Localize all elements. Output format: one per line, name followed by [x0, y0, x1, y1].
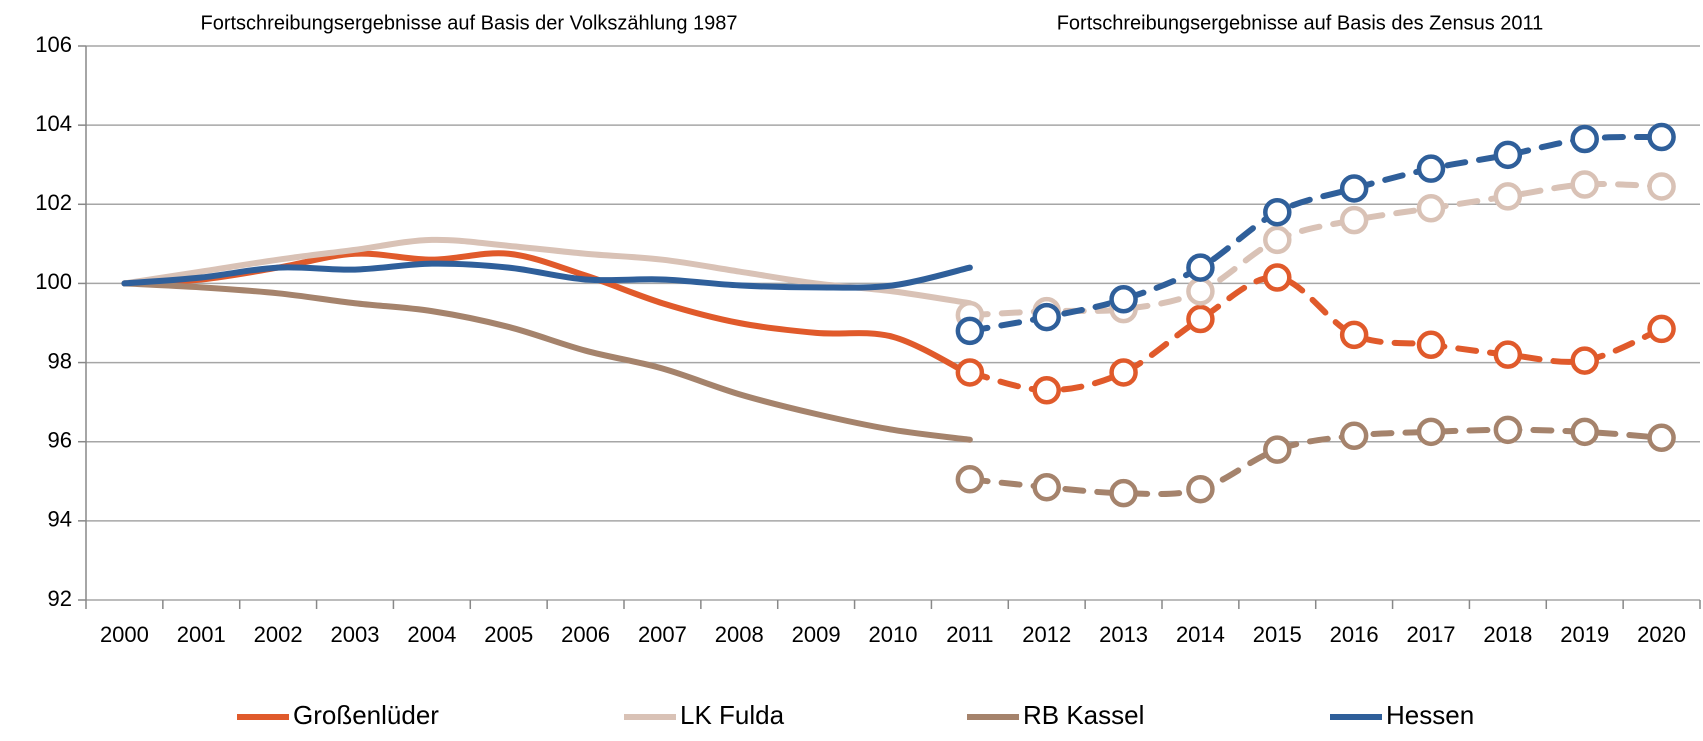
x-tick-label: 2000 — [100, 622, 149, 647]
marker — [1416, 330, 1446, 360]
marker — [1493, 182, 1523, 211]
marker — [1339, 205, 1369, 235]
x-tick-label: 2016 — [1330, 622, 1379, 647]
marker — [1032, 472, 1061, 502]
x-tick-label: 2020 — [1637, 622, 1686, 647]
marker — [1186, 304, 1215, 334]
series-line — [966, 133, 1665, 334]
marker — [1263, 263, 1292, 292]
series-line — [966, 181, 1665, 319]
marker — [1186, 277, 1215, 306]
marker — [1570, 170, 1599, 199]
marker — [1647, 122, 1676, 152]
y-tick-label: 96 — [48, 428, 72, 453]
legend-label: Großenlüder — [293, 700, 439, 730]
marker — [1570, 417, 1599, 447]
marker — [1109, 285, 1138, 314]
series-line — [966, 426, 1665, 498]
legend-label: RB Kassel — [1023, 700, 1144, 730]
marker — [1416, 154, 1446, 183]
x-tick-label: 2009 — [792, 622, 841, 647]
x-tick-label: 2017 — [1407, 622, 1456, 647]
legend-label: Hessen — [1386, 700, 1474, 730]
marker — [1416, 417, 1446, 447]
y-tick-label: 104 — [35, 111, 72, 136]
marker — [1186, 253, 1215, 282]
x-tick-label: 2003 — [331, 622, 380, 647]
x-tick-label: 2011 — [946, 622, 993, 647]
x-tick-label: 2018 — [1483, 622, 1532, 647]
marker — [1493, 415, 1523, 445]
marker — [1493, 340, 1523, 369]
marker — [1032, 376, 1061, 405]
series-line — [121, 260, 973, 291]
x-tick-label: 2015 — [1253, 622, 1302, 647]
marker — [1032, 302, 1061, 332]
marker — [1263, 197, 1292, 227]
annotation: Fortschreibungsergebnisse auf Basis des … — [1057, 12, 1544, 34]
marker — [1186, 474, 1215, 504]
x-tick-label: 2006 — [561, 622, 610, 647]
x-tick-label: 2001 — [177, 622, 226, 647]
marker — [1416, 193, 1446, 223]
y-tick-label: 100 — [35, 269, 72, 294]
marker — [1570, 346, 1599, 375]
marker — [1647, 423, 1676, 453]
x-tick-label: 2012 — [1022, 622, 1071, 647]
y-tick-label: 94 — [48, 507, 72, 532]
marker — [1570, 124, 1599, 154]
annotation: Fortschreibungsergebnisse auf Basis der … — [201, 12, 738, 34]
y-tick-label: 106 — [35, 32, 72, 57]
x-tick-label: 2014 — [1176, 622, 1225, 647]
x-tick-label: 2008 — [715, 622, 764, 647]
x-tick-label: 2013 — [1099, 622, 1148, 647]
x-tick-label: 2019 — [1560, 622, 1609, 647]
x-tick-label: 2005 — [484, 622, 533, 647]
marker — [1339, 421, 1369, 451]
marker — [1109, 358, 1138, 387]
x-tick-label: 2007 — [638, 622, 687, 647]
y-tick-label: 92 — [48, 586, 72, 611]
marker — [955, 465, 985, 494]
marker — [955, 358, 985, 387]
x-tick-label: 2004 — [407, 622, 456, 647]
marker — [1339, 174, 1369, 203]
series-line — [121, 236, 973, 307]
marker — [1339, 320, 1369, 350]
marker — [1263, 225, 1292, 255]
marker — [955, 316, 985, 346]
y-tick-label: 102 — [35, 190, 72, 215]
x-tick-label: 2002 — [254, 622, 303, 647]
marker — [1647, 172, 1676, 201]
marker — [1493, 140, 1523, 170]
legend-label: LK Fulda — [680, 700, 785, 730]
series-line — [121, 280, 973, 443]
x-tick-label: 2010 — [869, 622, 918, 647]
y-tick-label: 98 — [48, 348, 72, 373]
marker — [1109, 478, 1138, 508]
series-line — [966, 274, 1665, 394]
marker — [1263, 435, 1292, 464]
marker — [1647, 314, 1676, 344]
